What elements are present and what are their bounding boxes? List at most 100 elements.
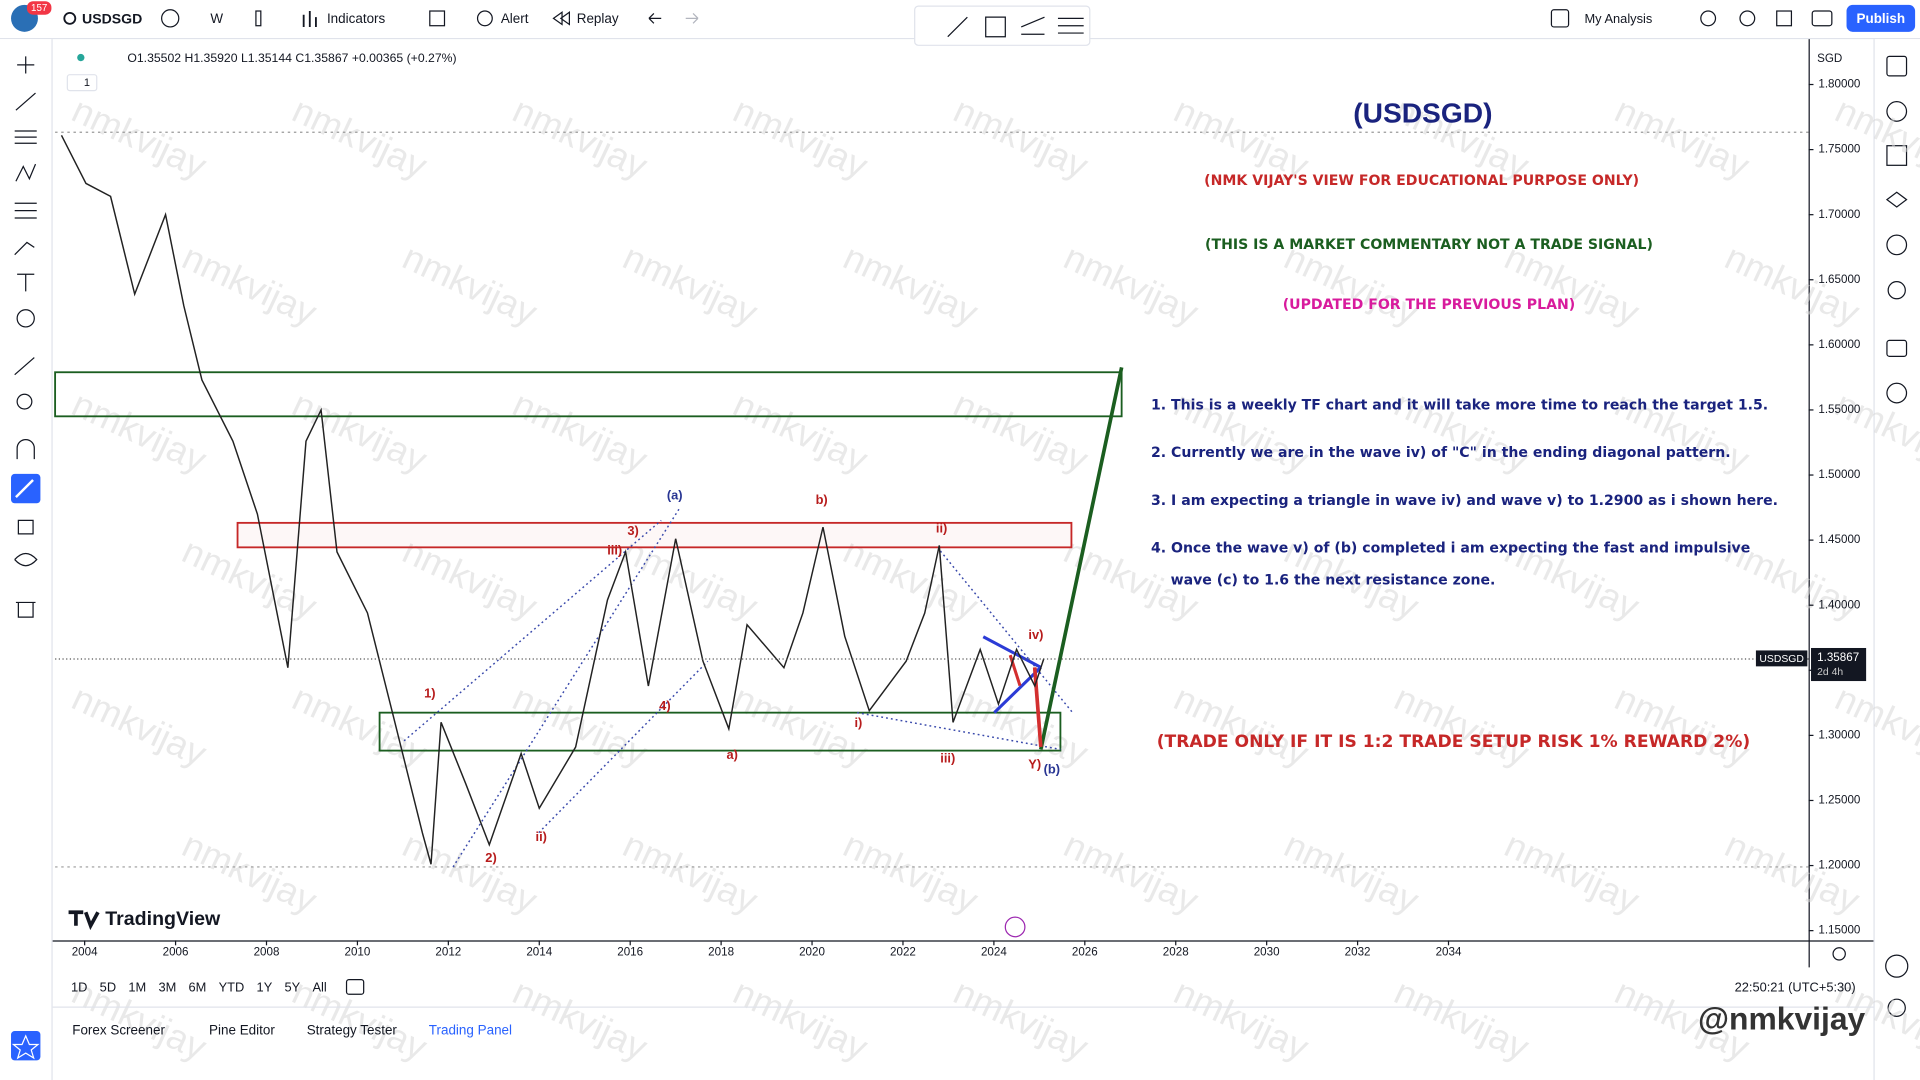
- x-tick-label: 2008: [254, 946, 280, 959]
- brand: TradingView: [105, 908, 221, 930]
- alert-icon: [476, 10, 493, 27]
- notification-badge: [26, 1, 52, 15]
- collapse-count: 1: [84, 77, 90, 89]
- timeframe-button[interactable]: 1M: [128, 980, 146, 995]
- brand-logo: [68, 910, 100, 931]
- y-tick-label: 1.50000: [1818, 468, 1861, 481]
- timeframe-button[interactable]: 5Y: [285, 980, 301, 995]
- wave-label: a): [727, 747, 738, 762]
- y-tick-label: 1.55000: [1818, 403, 1861, 416]
- x-tick-label: 2022: [890, 946, 916, 959]
- layouts-button[interactable]: [429, 10, 446, 27]
- wave-label: iii): [607, 542, 622, 557]
- y-tick-label: 1.75000: [1818, 143, 1861, 156]
- commentary-title: (USDSGD): [1353, 98, 1492, 129]
- countdown: 2d 4h: [1817, 667, 1843, 678]
- timeframe-button[interactable]: YTD: [219, 980, 245, 995]
- timeframe-button[interactable]: 1D: [71, 980, 87, 995]
- x-tick-label: 2024: [981, 946, 1007, 959]
- price-line: [60, 134, 1045, 865]
- compare-button[interactable]: [161, 9, 180, 28]
- x-tick-label: 2020: [799, 946, 825, 959]
- market-status: [77, 53, 85, 62]
- axis-settings[interactable]: [1832, 947, 1846, 961]
- chart-type-button[interactable]: [255, 10, 262, 27]
- wave-label: (a): [667, 487, 683, 502]
- panel-tab[interactable]: Forex Screener: [72, 1023, 165, 1038]
- timeframe-button[interactable]: 1Y: [257, 980, 273, 995]
- x-tick-label: 2018: [708, 946, 734, 959]
- interval-button[interactable]: W: [210, 11, 223, 26]
- undo-button[interactable]: [648, 13, 662, 24]
- commentary-point: 2. Currently we are in the wave iv) of "…: [1151, 445, 1731, 461]
- indicators-icon: [302, 11, 317, 27]
- y-tick-label: 1.20000: [1818, 859, 1861, 872]
- panel-tab[interactable]: Strategy Tester: [307, 1023, 398, 1038]
- y-tick-label: 1.40000: [1818, 598, 1861, 611]
- clock[interactable]: 22:50:21 (UTC+5:30): [1735, 980, 1856, 995]
- commentary-point: 3. I am expecting a triangle in wave iv)…: [1151, 493, 1778, 509]
- diagonal-line: [939, 550, 1074, 714]
- fullscreen-button[interactable]: [1776, 10, 1793, 27]
- y-tick-label: 1.25000: [1818, 794, 1861, 807]
- timeframe-button[interactable]: 5D: [100, 980, 116, 995]
- publish-button-bg[interactable]: [1846, 4, 1916, 32]
- y-tick-label: 1.15000: [1818, 924, 1861, 937]
- y-tick-label: 1.60000: [1818, 338, 1861, 351]
- y-tick-label: 1.80000: [1818, 78, 1861, 91]
- y-tick-label: 1.30000: [1818, 728, 1861, 741]
- active-tool-icon: [15, 479, 34, 499]
- wave-label: i): [854, 715, 862, 730]
- price-axis-currency: SGD: [1817, 52, 1842, 65]
- left-toolbar: [0, 39, 52, 1080]
- layout-button[interactable]: My Analysis: [1584, 11, 1652, 26]
- x-tick-label: 2004: [72, 946, 98, 959]
- triangle-line: [993, 666, 1042, 714]
- events-marker[interactable]: [1004, 916, 1026, 938]
- x-tick-label: 2010: [344, 946, 370, 959]
- x-tick-label: 2034: [1436, 946, 1462, 959]
- diagonal-line: [857, 711, 1061, 751]
- commentary-point: 1. This is a weekly TF chart and it will…: [1151, 397, 1768, 413]
- projection-line: [1039, 366, 1124, 750]
- trade-rule: (TRADE ONLY IF IT IS 1:2 TRADE SETUP RIS…: [1157, 732, 1750, 752]
- wave-label: iii): [940, 751, 955, 766]
- redo-button[interactable]: [685, 13, 699, 24]
- signature: @nmkvijay: [1698, 1001, 1866, 1037]
- publish-button[interactable]: Publish: [1857, 11, 1906, 26]
- support-zone: [378, 711, 1062, 752]
- symbol-tag: [1755, 650, 1808, 667]
- timeframe-button[interactable]: All: [312, 980, 326, 995]
- left-toolbar-icons[interactable]: [14, 56, 38, 618]
- right-sidebar-icons[interactable]: [1885, 55, 1909, 1017]
- triangle-line: [1008, 654, 1022, 687]
- timeframe-button[interactable]: 6M: [189, 980, 207, 995]
- quick-search-button[interactable]: [1700, 10, 1717, 27]
- y-tick-label: 1.65000: [1818, 273, 1861, 286]
- search-icon: [63, 11, 77, 25]
- date-range-button[interactable]: [345, 978, 365, 995]
- symbol-search[interactable]: USDSGD: [82, 10, 142, 26]
- panel-tab[interactable]: Pine Editor: [209, 1023, 275, 1038]
- x-tick-label: 2026: [1072, 946, 1098, 959]
- indicators-button[interactable]: Indicators: [327, 11, 386, 26]
- settings-button[interactable]: [1739, 10, 1756, 27]
- wave-label: b): [816, 492, 828, 507]
- diagonal-line: [452, 507, 681, 868]
- replay-button[interactable]: Replay: [577, 11, 619, 26]
- favorites-button[interactable]: [11, 1031, 41, 1061]
- drawing-toolbar-icons[interactable]: [947, 16, 1084, 38]
- timeframe-button[interactable]: 3M: [158, 980, 176, 995]
- screenshot-button[interactable]: [1811, 10, 1833, 27]
- x-tick-label: 2016: [617, 946, 643, 959]
- x-tick-label: 2012: [435, 946, 461, 959]
- alert-button[interactable]: Alert: [501, 11, 529, 26]
- x-tick-label: 2006: [163, 946, 189, 959]
- wave-label: Y): [1028, 757, 1041, 772]
- favorites-icon: [11, 1034, 40, 1060]
- panel-tab[interactable]: Trading Panel: [429, 1023, 512, 1038]
- x-tick-label: 2030: [1254, 946, 1280, 959]
- collapse-button[interactable]: [66, 74, 98, 92]
- commentary-update: (UPDATED FOR THE PREVIOUS PLAN): [1283, 297, 1575, 313]
